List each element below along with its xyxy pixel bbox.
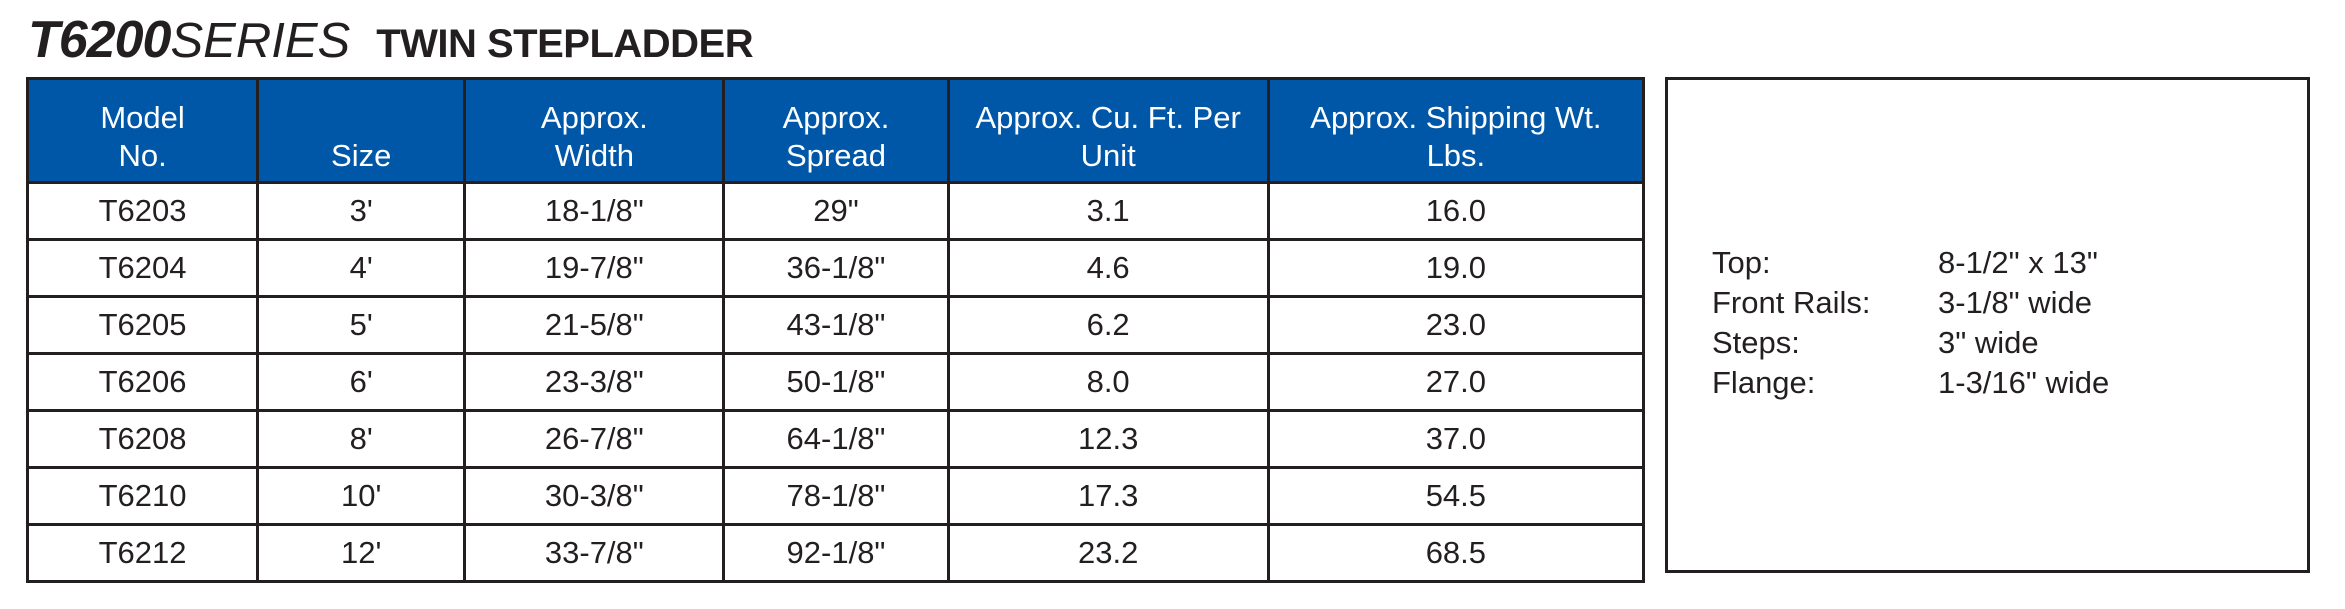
cell-model-no: T6205 [25, 295, 260, 355]
table-row: T6206 6' 23-3/8" 50-1/8" 8.0 27.0 [25, 352, 1646, 412]
table-row: T6210 10' 30-3/8" 78-1/8" 17.3 54.5 [25, 466, 1646, 526]
cell-model-no: T6208 [25, 409, 260, 469]
cell-width: 33-7/8" [463, 523, 726, 583]
header-line: Approx. Cu. Ft. Per [975, 100, 1241, 135]
cell-shipping-weight: 37.0 [1266, 409, 1646, 469]
header-line: Model [100, 100, 185, 135]
features-list: Top: 8-1/2" x 13" Front Rails: 3-1/8" wi… [1712, 243, 2109, 403]
header-model-no: Model No. [25, 77, 260, 184]
header-row: Model No. Size Approx. Width Approx. Spr… [25, 77, 1646, 184]
cell-shipping-weight: 54.5 [1266, 466, 1646, 526]
cell-spread: 29" [722, 181, 950, 241]
header-cu-ft-per-unit: Approx. Cu. Ft. Per Unit [946, 77, 1270, 184]
page-title: T6200SERIES TWIN STEPLADDER [28, 11, 754, 74]
header-size: Size [256, 77, 467, 184]
header-line: Approx. [782, 100, 890, 135]
cell-width: 18-1/8" [463, 181, 726, 241]
header-shipping-weight: Approx. Shipping Wt. Lbs. [1266, 77, 1646, 184]
feature-row-steps: Steps: 3" wide [1712, 323, 2109, 363]
cell-size: 6' [256, 352, 467, 412]
table-row: T6203 3' 18-1/8" 29" 3.1 16.0 [25, 181, 1646, 241]
cell-shipping-weight: 27.0 [1266, 352, 1646, 412]
feature-label: Top: [1712, 245, 1771, 280]
title-model: T6200 [28, 11, 171, 69]
header-line: No. [118, 138, 167, 173]
cell-cu-ft: 23.2 [946, 523, 1270, 583]
feature-row-front-rails: Front Rails: 3-1/8" wide [1712, 283, 2109, 323]
header-line: Unit [1080, 138, 1136, 173]
feature-label: Flange: [1712, 365, 1816, 400]
cell-width: 23-3/8" [463, 352, 726, 412]
feature-row-flange: Flange: 1-3/16" wide [1712, 363, 2109, 403]
cell-model-no: T6206 [25, 352, 260, 412]
cell-size: 10' [256, 466, 467, 526]
cell-shipping-weight: 16.0 [1266, 181, 1646, 241]
header-line: Size [331, 138, 392, 173]
cell-cu-ft: 4.6 [946, 238, 1270, 298]
cell-shipping-weight: 23.0 [1266, 295, 1646, 355]
cell-size: 5' [256, 295, 467, 355]
cell-spread: 43-1/8" [722, 295, 950, 355]
cell-width: 30-3/8" [463, 466, 726, 526]
header-line: Width [554, 138, 634, 173]
feature-label: Front Rails: [1712, 285, 1871, 320]
cell-size: 4' [256, 238, 467, 298]
cell-model-no: T6210 [25, 466, 260, 526]
cell-shipping-weight: 68.5 [1266, 523, 1646, 583]
cell-size: 8' [256, 409, 467, 469]
cell-cu-ft: 17.3 [946, 466, 1270, 526]
header-approx-width: Approx. Width [463, 77, 726, 184]
title-product-name: TWIN STEPLADDER [376, 22, 754, 66]
cell-spread: 50-1/8" [722, 352, 950, 412]
cell-size: 12' [256, 523, 467, 583]
cell-model-no: T6204 [25, 238, 260, 298]
table-row: T6204 4' 19-7/8" 36-1/8" 4.6 19.0 [25, 238, 1646, 298]
feature-row-top: Top: 8-1/2" x 13" [1712, 243, 2109, 283]
cell-spread: 92-1/8" [722, 523, 950, 583]
cell-spread: 36-1/8" [722, 238, 950, 298]
cell-model-no: T6203 [25, 181, 260, 241]
title-series: SERIES [170, 14, 351, 68]
header-line: Spread [786, 138, 886, 173]
features-box: Top: 8-1/2" x 13" Front Rails: 3-1/8" wi… [1665, 77, 2310, 573]
header-approx-spread: Approx. Spread [722, 77, 950, 184]
header-line: Lbs. [1426, 138, 1486, 173]
cell-spread: 64-1/8" [722, 409, 950, 469]
feature-value: 1-3/16" wide [1938, 365, 2110, 400]
cell-cu-ft: 8.0 [946, 352, 1270, 412]
cell-cu-ft: 6.2 [946, 295, 1270, 355]
table-row: T6212 12' 33-7/8" 92-1/8" 23.2 68.5 [25, 523, 1646, 583]
cell-spread: 78-1/8" [722, 466, 950, 526]
feature-value: 3-1/8" wide [1938, 285, 2093, 320]
cell-size: 3' [256, 181, 467, 241]
feature-label: Steps: [1712, 325, 1800, 360]
cell-cu-ft: 3.1 [946, 181, 1270, 241]
table-row: T6205 5' 21-5/8" 43-1/8" 6.2 23.0 [25, 295, 1646, 355]
table-row: T6208 8' 26-7/8" 64-1/8" 12.3 37.0 [25, 409, 1646, 469]
cell-width: 19-7/8" [463, 238, 726, 298]
spec-table: Model No. Size Approx. Width Approx. Spr… [25, 77, 1646, 583]
feature-value: 8-1/2" x 13" [1938, 245, 2098, 280]
cell-width: 26-7/8" [463, 409, 726, 469]
cell-model-no: T6212 [25, 523, 260, 583]
header-line: Approx. Shipping Wt. [1310, 100, 1602, 135]
header-line: Approx. [540, 100, 648, 135]
cell-cu-ft: 12.3 [946, 409, 1270, 469]
cell-width: 21-5/8" [463, 295, 726, 355]
feature-value: 3" wide [1938, 325, 2039, 360]
cell-shipping-weight: 19.0 [1266, 238, 1646, 298]
